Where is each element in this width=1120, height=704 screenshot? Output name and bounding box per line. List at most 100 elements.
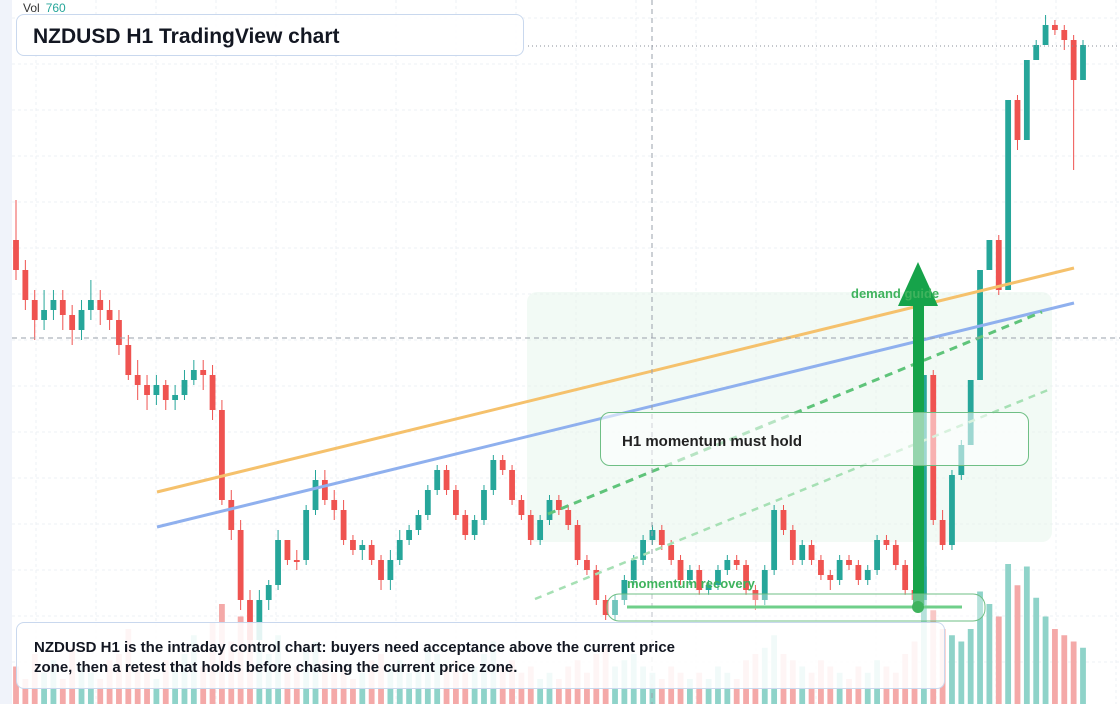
momentum-dot[interactable] (912, 601, 924, 613)
candle-body[interactable] (621, 580, 628, 600)
candle-body[interactable] (31, 300, 38, 320)
candle-body[interactable] (780, 510, 787, 530)
candle-body[interactable] (499, 460, 506, 470)
candle-body[interactable] (275, 540, 281, 585)
candle-body[interactable] (247, 600, 253, 640)
candle-body[interactable] (855, 565, 862, 580)
candle-body[interactable] (134, 375, 141, 385)
candle-body[interactable] (864, 570, 871, 580)
candle-body[interactable] (228, 500, 235, 530)
candle-body[interactable] (658, 530, 665, 545)
candle-body[interactable] (1080, 45, 1086, 80)
candle-body[interactable] (846, 560, 852, 565)
candle-body[interactable] (200, 370, 207, 375)
candle-body[interactable] (1042, 25, 1049, 45)
candle-body[interactable] (312, 480, 319, 510)
candle-body[interactable] (415, 515, 422, 530)
candle-body[interactable] (396, 540, 403, 560)
candle-body[interactable] (172, 395, 179, 400)
candle-body[interactable] (509, 470, 515, 500)
candle-body[interactable] (995, 240, 1002, 290)
candle-body[interactable] (986, 240, 993, 270)
candle-body[interactable] (808, 545, 815, 560)
candle-body[interactable] (668, 545, 675, 560)
candle-body[interactable] (612, 600, 618, 615)
candle-body[interactable] (696, 570, 703, 590)
candle-body[interactable] (340, 510, 347, 540)
candle-body[interactable] (565, 510, 572, 525)
candle-body[interactable] (761, 570, 768, 600)
candle-body[interactable] (949, 475, 955, 545)
candle-body[interactable] (162, 385, 169, 400)
candle-body[interactable] (424, 490, 431, 515)
candle-body[interactable] (387, 560, 394, 580)
candle-body[interactable] (902, 565, 909, 590)
candle-body[interactable] (537, 520, 544, 540)
momentum-note-box[interactable]: H1 momentum must hold (600, 412, 1029, 466)
candle-body[interactable] (1052, 25, 1058, 30)
candle-body[interactable] (1005, 100, 1012, 290)
candle-body[interactable] (481, 490, 487, 520)
candle-body[interactable] (715, 570, 721, 585)
candle-body[interactable] (125, 345, 132, 375)
candle-body[interactable] (153, 385, 160, 395)
candle-body[interactable] (256, 600, 263, 640)
candle-body[interactable] (13, 240, 19, 270)
candle-body[interactable] (771, 510, 778, 570)
candle-body[interactable] (284, 540, 291, 560)
candle-body[interactable] (602, 600, 609, 615)
candle-body[interactable] (350, 540, 356, 550)
candle-body[interactable] (87, 300, 94, 310)
candle-body[interactable] (555, 500, 562, 510)
candle-body[interactable] (144, 385, 150, 395)
candle-body[interactable] (106, 310, 113, 320)
candle-body[interactable] (584, 560, 590, 570)
candle-body[interactable] (378, 560, 384, 580)
candle-body[interactable] (116, 320, 122, 345)
candle-body[interactable] (836, 560, 843, 580)
candle-body[interactable] (265, 585, 272, 600)
candle-body[interactable] (59, 300, 66, 315)
candle-body[interactable] (686, 570, 693, 580)
candle-body[interactable] (677, 560, 684, 580)
candle-body[interactable] (331, 500, 338, 510)
candle-body[interactable] (546, 500, 553, 520)
candle-body[interactable] (1033, 45, 1040, 60)
candle-body[interactable] (818, 560, 824, 575)
candle-body[interactable] (883, 540, 890, 545)
candle-body[interactable] (630, 560, 637, 580)
candle-body[interactable] (724, 560, 731, 570)
candle-body[interactable] (41, 310, 47, 320)
candle-body[interactable] (453, 490, 459, 515)
candle-body[interactable] (368, 545, 375, 560)
candle-body[interactable] (743, 565, 749, 590)
candle-body[interactable] (209, 375, 216, 410)
candle-body[interactable] (789, 530, 796, 560)
candle-body[interactable] (69, 315, 76, 330)
candle-body[interactable] (752, 590, 759, 600)
candle-body[interactable] (434, 470, 441, 490)
candle-body[interactable] (190, 370, 197, 380)
candle-body[interactable] (892, 545, 899, 565)
candle-body[interactable] (471, 520, 478, 535)
candle-body[interactable] (97, 300, 104, 310)
candle-body[interactable] (359, 545, 366, 550)
candle-body[interactable] (1023, 60, 1030, 140)
candle-body[interactable] (874, 540, 880, 570)
candle-body[interactable] (293, 560, 300, 562)
candle-body[interactable] (733, 560, 740, 565)
candle-body[interactable] (78, 310, 85, 330)
candle-body[interactable] (406, 530, 413, 540)
candle-body[interactable] (593, 570, 600, 600)
candle-body[interactable] (799, 545, 806, 560)
candle-body[interactable] (640, 540, 646, 560)
candle-body[interactable] (939, 520, 946, 545)
candle-body[interactable] (219, 410, 225, 500)
candle-body[interactable] (1014, 100, 1021, 140)
candle-body[interactable] (705, 585, 712, 590)
candle-body[interactable] (1061, 30, 1068, 40)
candle-body[interactable] (574, 525, 581, 560)
candle-body[interactable] (827, 575, 834, 580)
candle-body[interactable] (490, 460, 497, 490)
